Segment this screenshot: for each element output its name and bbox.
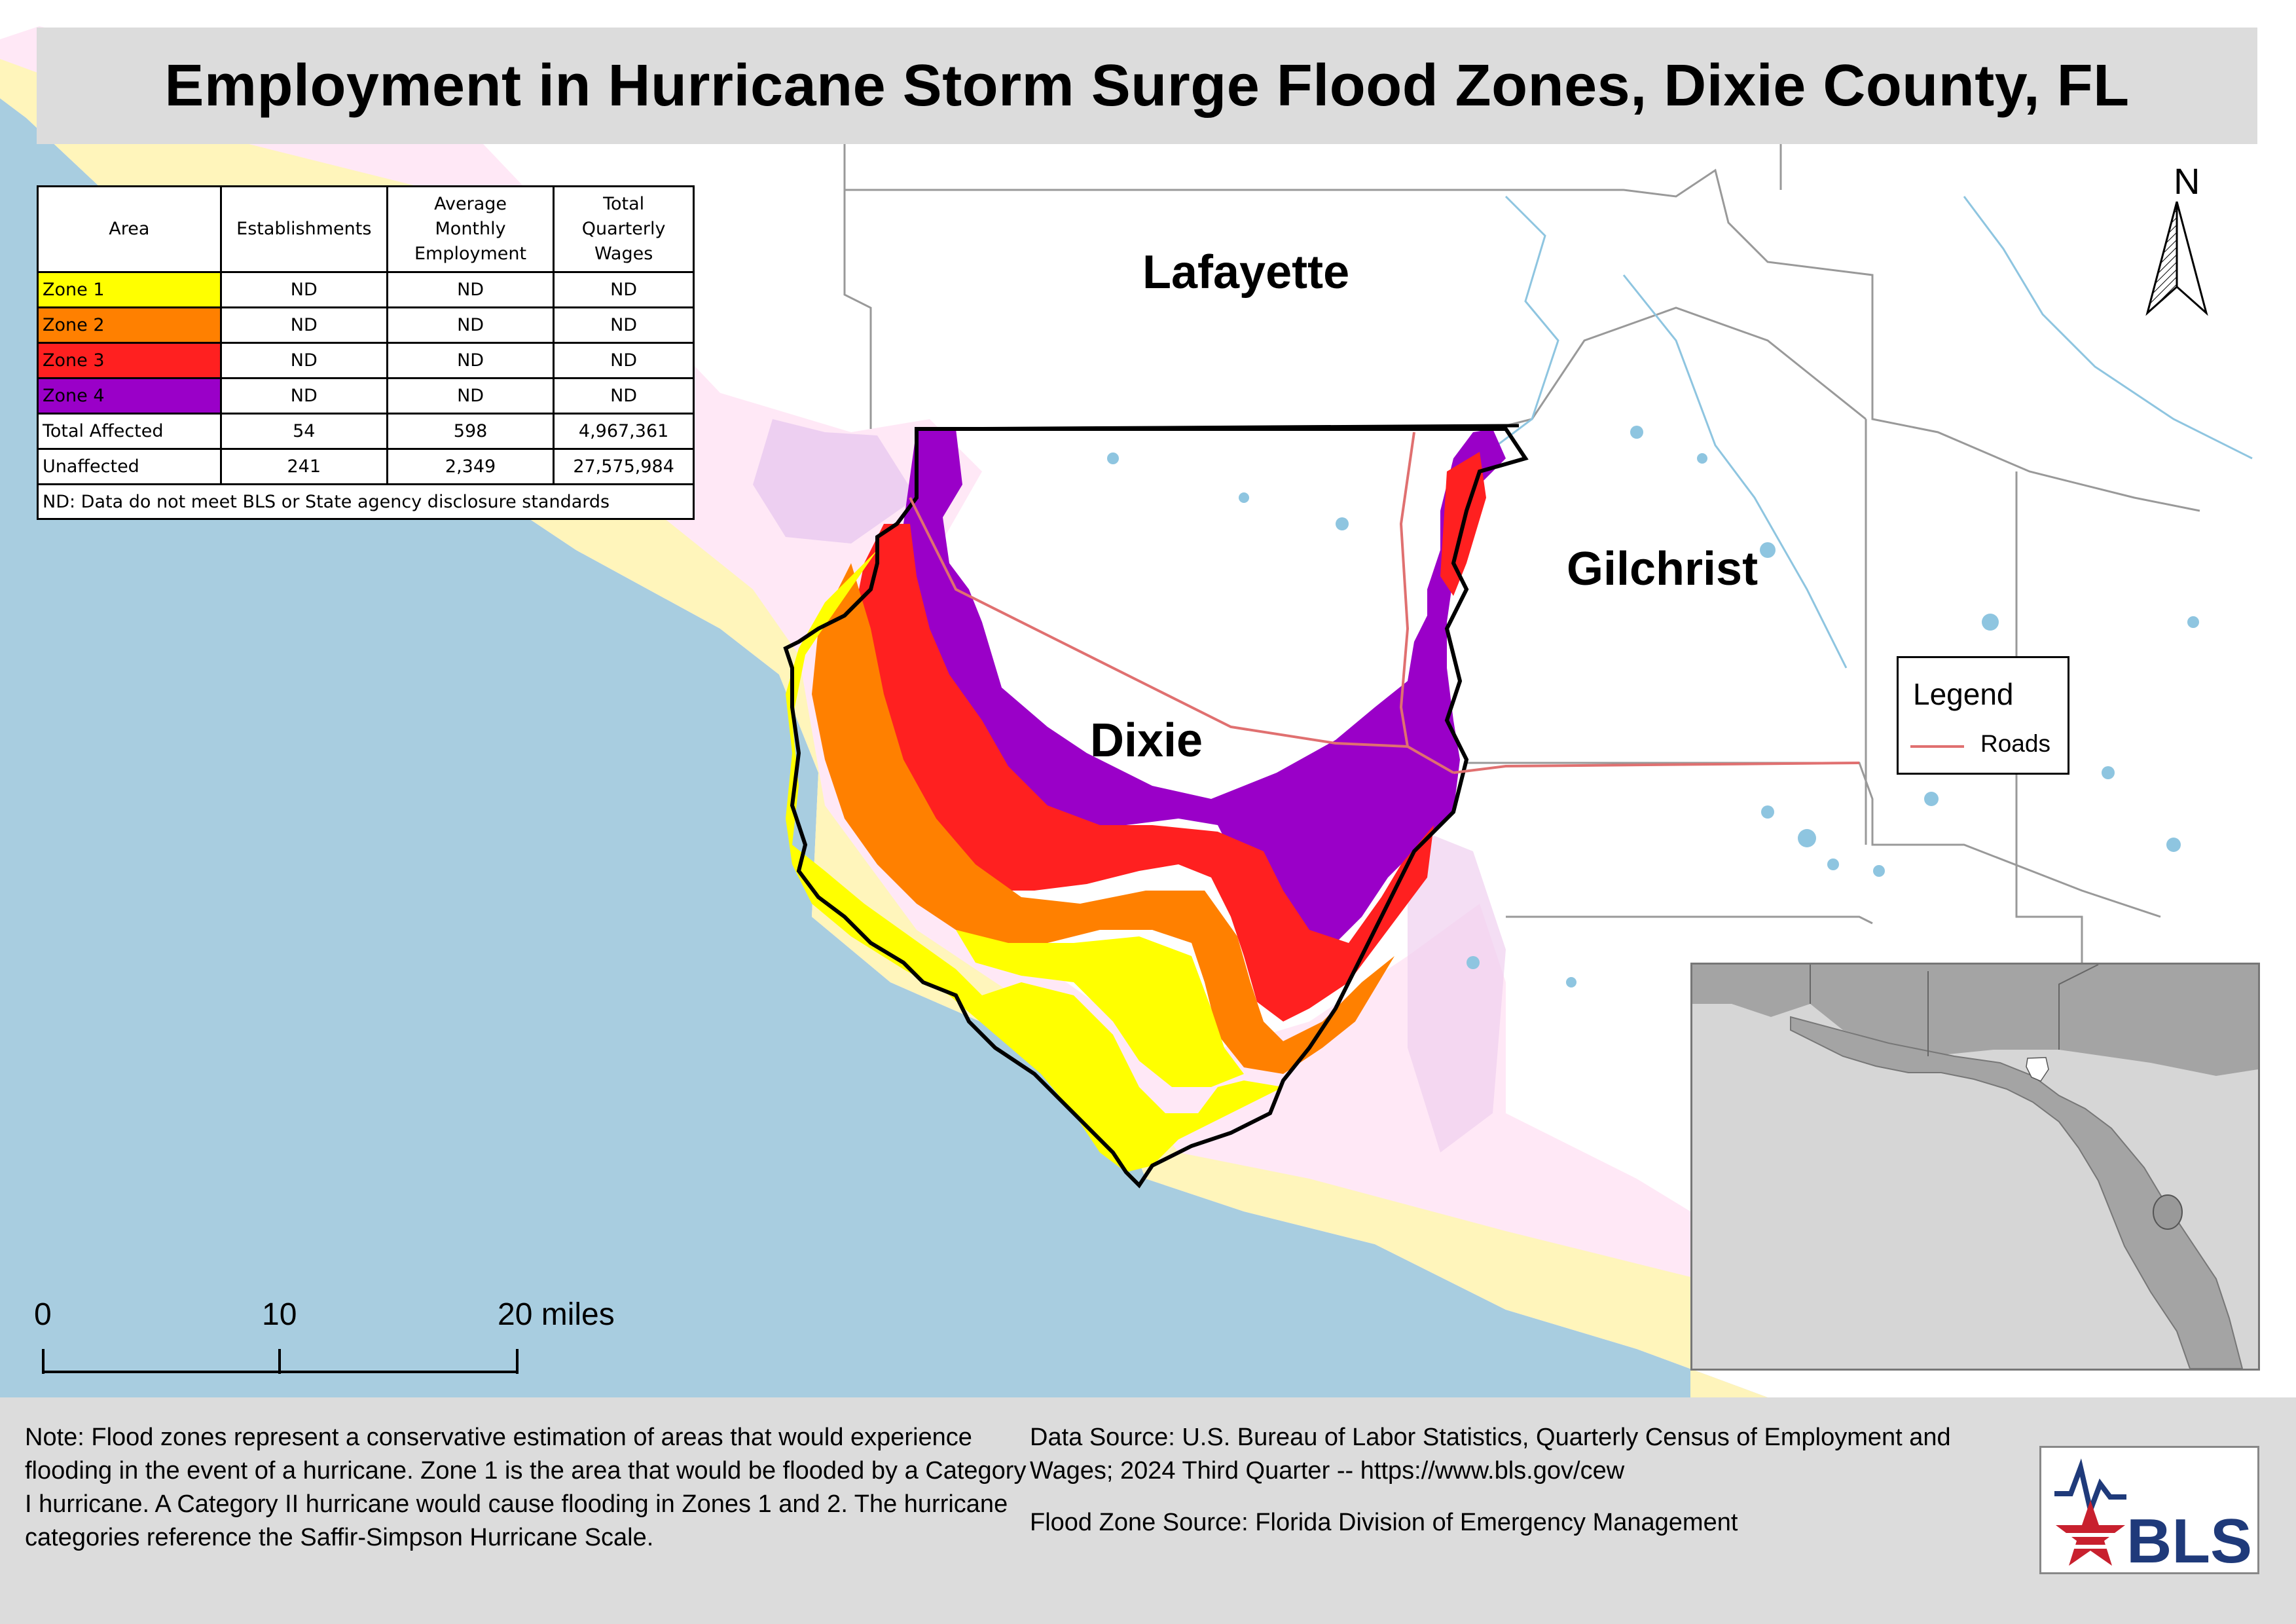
- table-row: Zone 4 ND ND ND: [37, 377, 695, 415]
- roads-legend-line: [1910, 745, 1964, 748]
- row-area-zone1: Zone 1: [37, 271, 222, 308]
- flood-zone-note: Note: Flood zones represent a conservati…: [25, 1424, 1027, 1551]
- lavender-surge-north: [753, 419, 917, 544]
- table-row: Unaffected 241 2,349 27,575,984: [37, 448, 695, 485]
- inset-florida: [1790, 1016, 2244, 1369]
- table-row: Zone 3 ND ND ND: [37, 342, 695, 379]
- map-title: Employment in Hurricane Storm Surge Floo…: [164, 52, 2130, 119]
- row-area-zone2: Zone 2: [37, 306, 222, 344]
- row-area-zone3: Zone 3: [37, 342, 222, 379]
- bls-logo-icon: BLS: [2054, 1458, 2252, 1576]
- inset-georgia-line: [1810, 964, 2099, 1056]
- table-row: Zone 1 ND ND ND: [37, 271, 695, 308]
- row-area-unaffected: Unaffected: [37, 448, 222, 485]
- cell-establishments: 54: [219, 413, 388, 450]
- table-header-row: Area Establishments Average Monthly Empl…: [37, 185, 695, 273]
- label-lafayette: Lafayette: [1142, 246, 1350, 299]
- north-arrow-icon: [2145, 201, 2208, 316]
- inset-lake-okeechobee: [2153, 1194, 2183, 1230]
- row-area-total-affected: Total Affected: [37, 413, 222, 450]
- zone1-area: [786, 550, 1283, 1172]
- rivers: [1479, 195, 2253, 669]
- footer-bar: [0, 1397, 2296, 1624]
- table-note-row: ND: Data do not meet BLS or State agency…: [37, 483, 695, 520]
- header-wages: Total Quarterly Wages: [553, 185, 695, 273]
- roads: [909, 432, 1860, 774]
- lavender-surge-east: [1408, 825, 1506, 1153]
- cell-employment: ND: [386, 271, 555, 308]
- lafayette-dixie-border: [916, 424, 1520, 431]
- cell-establishments: ND: [219, 271, 388, 308]
- cell-establishments: 241: [219, 448, 388, 485]
- bls-logo: BLS: [2039, 1446, 2259, 1576]
- bls-logo-text: BLS: [2126, 1506, 2252, 1572]
- inset-land: [1692, 965, 2258, 1076]
- cell-wages: ND: [553, 377, 695, 415]
- cell-employment: 2,349: [386, 448, 555, 485]
- flood-zone-source: Flood Zone Source: Florida Division of E…: [1030, 1509, 1738, 1536]
- data-source: Data Source: U.S. Bureau of Labor Statis…: [1030, 1424, 1951, 1485]
- cell-employment: ND: [386, 377, 555, 415]
- inset-map-drawing: [1692, 964, 2258, 1369]
- cell-wages: ND: [553, 271, 695, 308]
- cell-establishments: ND: [219, 377, 388, 415]
- zone2-area: [812, 563, 1394, 1074]
- table-note: ND: Data do not meet BLS or State agency…: [37, 483, 695, 520]
- header-wages-text: Total Quarterly Wages: [581, 194, 666, 264]
- cell-wages: ND: [553, 342, 695, 379]
- cell-employment: 598: [386, 413, 555, 450]
- cell-wages: 4,967,361: [553, 413, 695, 450]
- scale-label-10: 10: [262, 1297, 297, 1332]
- table-row: Zone 2 ND ND ND: [37, 306, 695, 344]
- zone1-interior-fill: [956, 930, 1244, 1087]
- label-gilchrist: Gilchrist: [1567, 543, 1758, 595]
- gulf-water: [0, 98, 1768, 1397]
- zone3-area: [851, 524, 1434, 1022]
- cell-establishments: ND: [219, 342, 388, 379]
- roads-legend-label: Roads: [1980, 730, 2050, 757]
- sources: Data Source: U.S. Bureau of Labor Statis…: [1030, 1421, 2038, 1558]
- cell-establishments: ND: [219, 306, 388, 344]
- title-bar: Employment in Hurricane Storm Surge Floo…: [37, 28, 2257, 144]
- cell-employment: ND: [386, 306, 555, 344]
- header-establishments: Establishments: [219, 185, 388, 273]
- label-dixie: Dixie: [1090, 714, 1203, 767]
- dixie-county-outline: [783, 427, 1529, 1189]
- row-area-zone4: Zone 4: [37, 377, 222, 415]
- inset-dixie-highlight: [2026, 1057, 2049, 1082]
- header-employment-text: Average Monthly Employment: [414, 194, 527, 264]
- legend-box: Legend Roads: [1897, 656, 2069, 775]
- inset-locator-map: [1690, 963, 2260, 1371]
- scale-label-0: 0: [34, 1297, 52, 1332]
- cell-employment: ND: [386, 342, 555, 379]
- header-employment: Average Monthly Employment: [386, 185, 555, 273]
- cell-wages: 27,575,984: [553, 448, 695, 485]
- employment-table: Area Establishments Average Monthly Empl…: [37, 185, 695, 520]
- legend-title: Legend: [1913, 677, 2014, 711]
- scale-bar: [42, 1349, 519, 1374]
- scale-label-20: 20 miles: [498, 1297, 615, 1332]
- table-row: Total Affected 54 598 4,967,361: [37, 413, 695, 450]
- cell-wages: ND: [553, 306, 695, 344]
- header-area: Area: [37, 185, 222, 273]
- north-label: N: [2174, 160, 2200, 202]
